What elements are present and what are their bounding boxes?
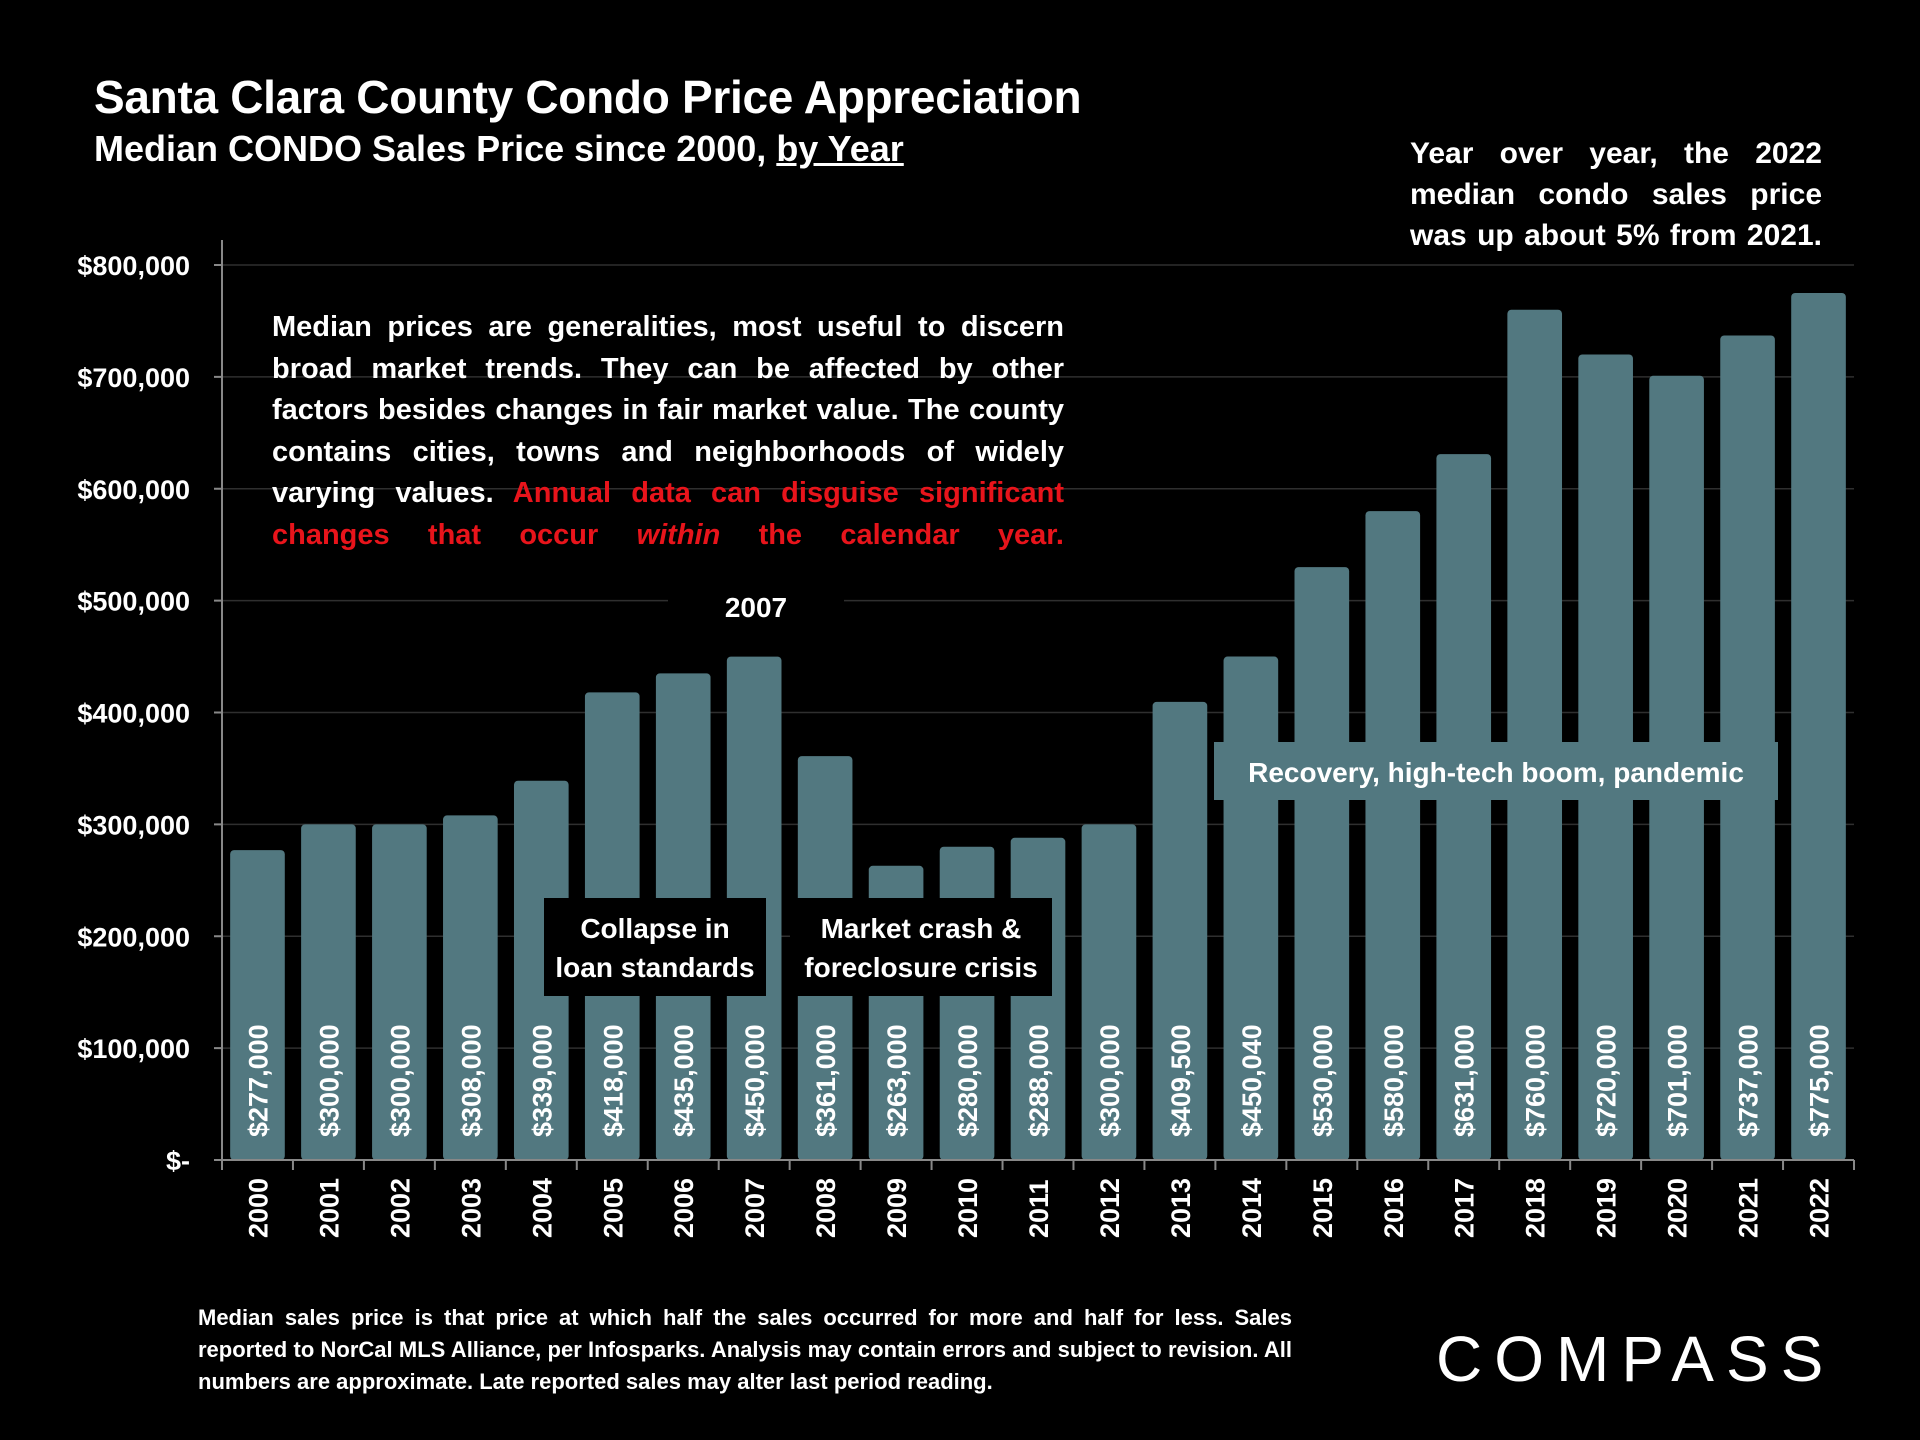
x-tick-label: 2002 bbox=[385, 1178, 415, 1238]
collapse-annotation-line1: Collapse in bbox=[580, 913, 729, 944]
median-note-red-italic: within bbox=[636, 518, 721, 551]
x-tick-label: 2017 bbox=[1450, 1178, 1480, 1238]
x-tick-label: 2018 bbox=[1521, 1178, 1551, 1238]
x-tick-label: 2007 bbox=[740, 1178, 770, 1238]
x-tick-label: 2012 bbox=[1095, 1178, 1125, 1238]
bar bbox=[372, 824, 427, 1160]
y-tick-label: $300,000 bbox=[77, 810, 190, 840]
bar bbox=[443, 815, 498, 1160]
recovery-annotation-box bbox=[1214, 742, 1778, 800]
x-tick-label: 2013 bbox=[1166, 1178, 1196, 1238]
bar bbox=[1152, 701, 1208, 1160]
bar-value-label: $361,000 bbox=[811, 1024, 841, 1137]
x-tick-label: 2010 bbox=[953, 1178, 983, 1238]
bar-value-label: $300,000 bbox=[314, 1024, 344, 1137]
y-tick-label: $800,000 bbox=[77, 251, 190, 281]
bar-value-label: $339,000 bbox=[527, 1024, 557, 1137]
bar-value-label: $308,000 bbox=[456, 1024, 486, 1137]
x-tick-label: 2004 bbox=[527, 1178, 557, 1238]
bar bbox=[1507, 309, 1563, 1160]
bar-value-label: $277,000 bbox=[243, 1024, 273, 1137]
bar bbox=[1791, 292, 1846, 1160]
bar-value-label: $701,000 bbox=[1663, 1024, 1693, 1137]
peak-label-box bbox=[668, 582, 844, 632]
bar-value-label: $580,000 bbox=[1379, 1024, 1409, 1137]
median-note-red-a: Annual data can disguise significant cha… bbox=[272, 477, 1064, 551]
x-tick-label: 2021 bbox=[1734, 1178, 1764, 1238]
yoy-note: Year over year, the 2022 median condo sa… bbox=[1410, 137, 1822, 252]
bar-value-label: $631,000 bbox=[1450, 1024, 1480, 1137]
crash-annotation-box bbox=[790, 898, 1052, 996]
y-tick-label: $600,000 bbox=[77, 475, 190, 505]
bar bbox=[1436, 454, 1492, 1161]
x-tick-label: 2006 bbox=[669, 1178, 699, 1238]
x-tick-label: 2008 bbox=[811, 1178, 841, 1238]
bar bbox=[1081, 824, 1137, 1160]
crash-annotation-line1: Market crash & bbox=[821, 913, 1022, 944]
footnote: Median sales price is that price at whic… bbox=[198, 1305, 1292, 1394]
bar bbox=[1294, 567, 1350, 1160]
x-tick-label: 2009 bbox=[882, 1178, 912, 1238]
bar-value-label: $720,000 bbox=[1592, 1024, 1622, 1137]
crash-annotation-line2: foreclosure crisis bbox=[804, 952, 1037, 983]
x-tick-label: 2003 bbox=[456, 1178, 486, 1238]
median-note-plain: Median prices are generalities, most use… bbox=[272, 311, 1064, 509]
bar-value-label: $409,500 bbox=[1166, 1024, 1196, 1137]
subtitle-main: Median CONDO Sales Price since 2000, bbox=[94, 128, 777, 169]
bar bbox=[1365, 511, 1421, 1160]
bar-value-label: $280,000 bbox=[953, 1024, 983, 1137]
bar-value-label: $530,000 bbox=[1308, 1024, 1338, 1137]
median-note: Median prices are generalities, most use… bbox=[272, 307, 1064, 556]
bar-value-label: $300,000 bbox=[1095, 1024, 1125, 1137]
compass-logo: COMPASS bbox=[1436, 1323, 1836, 1395]
bar-value-label: $775,000 bbox=[1805, 1024, 1835, 1137]
bar-value-label: $737,000 bbox=[1734, 1024, 1764, 1137]
collapse-annotation-line2: loan standards bbox=[555, 952, 754, 983]
x-tick-label: 2015 bbox=[1308, 1178, 1338, 1238]
y-tick-label: $200,000 bbox=[77, 922, 190, 952]
chart-subtitle: Median CONDO Sales Price since 2000, by … bbox=[94, 128, 904, 170]
y-tick-label: $- bbox=[166, 1146, 190, 1176]
bar-value-label: $300,000 bbox=[385, 1024, 415, 1137]
peak-year-label: 2007 bbox=[725, 592, 787, 623]
x-tick-label: 2020 bbox=[1663, 1178, 1693, 1238]
y-tick-label: $500,000 bbox=[77, 587, 190, 617]
bar bbox=[230, 850, 285, 1160]
y-tick-label: $400,000 bbox=[77, 699, 190, 729]
bar bbox=[301, 824, 356, 1160]
bar-value-label: $450,000 bbox=[740, 1024, 770, 1137]
y-tick-label: $100,000 bbox=[77, 1034, 190, 1064]
y-tick-label: $700,000 bbox=[77, 363, 190, 393]
recovery-annotation-label: Recovery, high-tech boom, pandemic bbox=[1248, 757, 1744, 788]
x-tick-label: 2019 bbox=[1592, 1178, 1622, 1238]
x-tick-label: 2022 bbox=[1805, 1178, 1835, 1238]
bar-value-label: $760,000 bbox=[1521, 1024, 1551, 1137]
subtitle-underlined: by Year bbox=[776, 128, 904, 169]
median-note-red-b: the calendar year. bbox=[720, 518, 1064, 551]
x-tick-label: 2011 bbox=[1024, 1179, 1054, 1238]
bar-value-label: $263,000 bbox=[882, 1024, 912, 1137]
chart-title: Santa Clara County Condo Price Appreciat… bbox=[94, 71, 1082, 123]
bar bbox=[513, 780, 569, 1160]
x-tick-label: 2000 bbox=[243, 1178, 273, 1238]
x-tick-label: 2016 bbox=[1379, 1178, 1409, 1238]
x-tick-label: 2001 bbox=[314, 1178, 344, 1238]
bar-value-label: $435,000 bbox=[669, 1024, 699, 1137]
x-tick-label: 2005 bbox=[598, 1178, 628, 1238]
collapse-annotation-box bbox=[544, 898, 766, 996]
bar-value-label: $288,000 bbox=[1024, 1024, 1054, 1137]
bar-value-label: $450,040 bbox=[1237, 1024, 1267, 1137]
bar-value-label: $418,000 bbox=[598, 1024, 628, 1137]
x-tick-label: 2014 bbox=[1237, 1178, 1267, 1238]
